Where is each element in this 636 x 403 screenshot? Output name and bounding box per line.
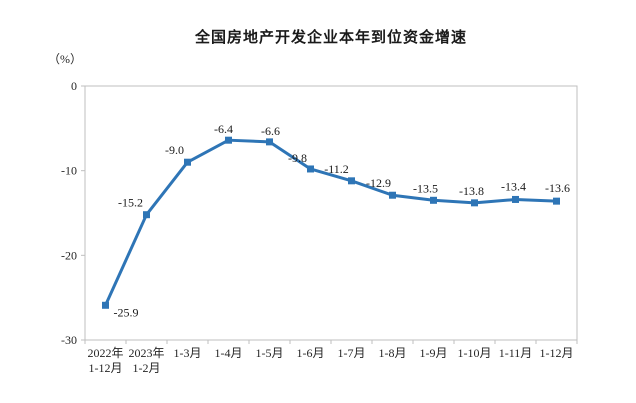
x-axis-category-label: 1-10月	[458, 346, 492, 360]
x-axis-category-label: 1-11月	[499, 346, 533, 360]
x-axis-category-label: 1-3月	[174, 346, 202, 360]
y-axis-tick-label: 0	[71, 79, 77, 93]
data-point-marker	[430, 196, 437, 204]
data-point-label: -9.0	[165, 143, 184, 157]
data-point-label: -12.9	[366, 176, 391, 190]
chart-title: 全国房地产开发企业本年到位资金增速	[194, 30, 467, 46]
data-point-marker	[266, 138, 273, 146]
data-point-label: -25.9	[114, 305, 139, 319]
x-axis-category-label: 1-6月	[297, 346, 325, 360]
x-axis-category-label: 1-7月	[338, 346, 366, 360]
data-point-marker	[102, 301, 109, 309]
data-point-label: -13.4	[501, 179, 526, 193]
x-axis-category-label: 1-9月	[420, 346, 448, 360]
data-point-marker	[184, 158, 191, 166]
data-point-marker	[348, 177, 355, 185]
data-point-label: -13.6	[545, 181, 570, 195]
x-axis-category-label: 1-4月	[215, 346, 243, 360]
plot-area-border	[84, 85, 578, 341]
data-point-marker	[553, 197, 560, 205]
y-axis-unit-label: （%）	[48, 52, 82, 66]
data-point-label: -13.5	[413, 181, 438, 195]
x-axis-category-label: 2023年 1-2月	[128, 346, 164, 375]
x-axis-category-label: 1-8月	[379, 346, 407, 360]
x-axis-category-label: 1-12月	[540, 346, 574, 360]
data-point-marker	[512, 195, 519, 203]
data-point-marker	[307, 165, 314, 173]
data-point-marker	[389, 191, 396, 199]
data-point-marker	[471, 199, 478, 207]
y-axis-tick-label: -10	[61, 164, 77, 178]
data-point-marker	[143, 211, 150, 219]
data-point-label: -9.8	[288, 151, 307, 165]
data-point-marker	[225, 136, 232, 144]
x-axis-category-label: 2022年 1-12月	[87, 346, 123, 375]
data-point-label: -11.2	[324, 162, 349, 176]
y-axis-tick-label: -30	[61, 333, 77, 347]
line-series	[104, 138, 558, 307]
data-point-label: -15.2	[118, 196, 143, 210]
data-point-label: -6.4	[214, 122, 233, 136]
x-axis-category-label: 1-5月	[256, 346, 284, 360]
data-point-label: -13.8	[459, 184, 484, 198]
y-axis-tick-label: -20	[61, 248, 77, 262]
data-point-label: -6.6	[261, 124, 280, 138]
